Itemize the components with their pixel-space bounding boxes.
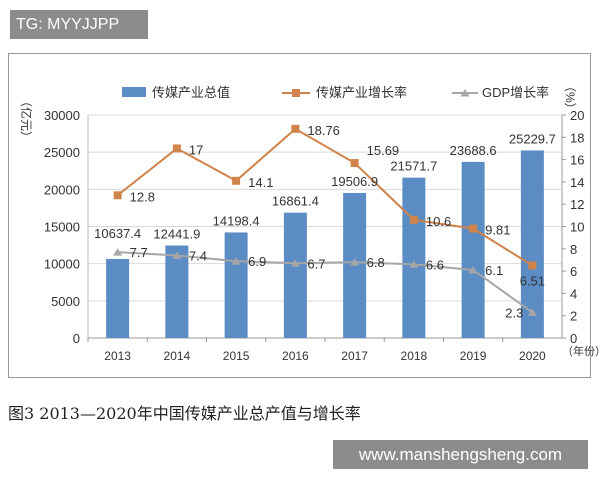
bar-data-label: 25229.7 [509, 131, 556, 146]
line-marker-triangle [290, 259, 300, 267]
legend-label: 传媒产业总值 [152, 85, 230, 100]
growth-data-label: 9.81 [485, 223, 510, 238]
growth-data-label: 17 [189, 142, 203, 157]
chart-frame [8, 53, 591, 378]
y-right-tick-label: 12 [570, 197, 584, 212]
legend-swatch-bar [122, 87, 146, 97]
line-marker-triangle [172, 251, 182, 259]
x-tick-label: 2019 [460, 349, 487, 363]
x-tick-label: 2020 [519, 349, 546, 363]
y-right-tick-label: 8 [570, 242, 577, 257]
gdp-data-label: 7.7 [130, 245, 148, 260]
x-tick-label: 2016 [282, 349, 309, 363]
x-tick-label: 2013 [104, 349, 131, 363]
growth-data-label: 14.1 [248, 175, 273, 190]
bar [106, 258, 130, 338]
x-tick-label: 2015 [223, 349, 250, 363]
x-tick-label: 2017 [341, 349, 368, 363]
gdp-data-label: 6.7 [307, 256, 325, 271]
line-marker-triangle [231, 257, 241, 265]
line-marker-triangle [468, 265, 478, 274]
gdp-data-label: 7.4 [189, 248, 207, 263]
y-right-tick-label: 14 [570, 175, 584, 190]
line-marker-triangle [409, 260, 419, 268]
growth-data-label: 15.69 [367, 143, 400, 158]
gdp-data-label: 6.9 [248, 254, 266, 269]
line-marker-square [113, 191, 122, 200]
x-axis-label: （年份） [562, 344, 600, 358]
line-marker-triangle [350, 258, 360, 266]
gdp-data-label: 6.8 [367, 255, 385, 270]
x-tick-label: 2018 [401, 349, 428, 363]
line-marker-square [469, 224, 478, 233]
growth-data-label: 12.8 [130, 189, 155, 204]
line-marker-square [232, 176, 241, 185]
y-left-axis-label: （亿元） [19, 95, 34, 143]
bar-data-label: 23688.6 [450, 143, 497, 158]
line-marker-square [291, 124, 300, 133]
bar [402, 177, 426, 338]
bar-data-label: 16861.4 [272, 194, 319, 209]
y-left-tick-label: 20000 [44, 182, 80, 197]
y-left-tick-label: 25000 [44, 145, 80, 160]
y-left-tick-label: 0 [73, 331, 80, 346]
watermark-top: TG: MYYJJPP [10, 10, 148, 39]
figure-caption: 图3 2013—2020年中国传媒产业总产值与增长率 [8, 404, 361, 423]
line-marker-triangle [527, 308, 537, 316]
y-left-tick-label: 15000 [44, 220, 80, 235]
y-right-axis-label: （%） [563, 80, 577, 115]
y-right-tick-label: 18 [570, 130, 584, 145]
line-marker-square [528, 261, 537, 270]
y-right-tick-label: 6 [570, 264, 577, 279]
bar [224, 232, 248, 338]
y-right-tick-label: 2 [570, 309, 577, 324]
x-tick-label: 2014 [164, 349, 191, 363]
y-right-tick-label: 16 [570, 153, 584, 168]
bar-data-label: 19506.9 [331, 174, 378, 189]
line-marker-square [172, 144, 181, 153]
watermark-bottom: www.manshengsheng.com [333, 440, 588, 469]
line-marker-square [350, 159, 359, 168]
legend-marker-square [292, 89, 300, 97]
bar-data-label: 12441.9 [153, 227, 200, 242]
y-left-tick-label: 10000 [44, 257, 80, 272]
line-marker-square [409, 215, 418, 224]
series-line-2 [117, 251, 533, 314]
growth-data-label: 6.51 [520, 273, 545, 288]
bar-data-label: 21571.7 [390, 159, 437, 174]
line-marker-triangle [113, 248, 123, 256]
growth-data-label: 10.6 [426, 214, 451, 229]
bar [165, 245, 189, 338]
y-right-tick-label: 4 [570, 286, 577, 301]
bar [283, 212, 307, 338]
y-right-tick-label: 0 [570, 331, 577, 346]
bar [520, 150, 544, 338]
growth-data-label: 18.76 [307, 123, 340, 138]
gdp-data-label: 6.1 [485, 263, 503, 278]
y-right-tick-label: 20 [570, 108, 584, 123]
legend-marker-triangle [460, 89, 470, 97]
bar-data-label: 10637.4 [94, 226, 141, 241]
legend-label: GDP增长率 [482, 85, 549, 100]
y-left-tick-label: 5000 [51, 294, 80, 309]
y-right-tick-label: 10 [570, 220, 584, 235]
gdp-data-label: 6.6 [426, 257, 444, 272]
bar-data-label: 14198.4 [213, 213, 260, 228]
series-line-1 [117, 127, 533, 267]
gdp-data-label: 2.3 [505, 305, 523, 320]
y-left-tick-label: 30000 [44, 108, 80, 123]
legend-label: 传媒产业增长率 [316, 85, 407, 100]
bar [461, 161, 485, 338]
